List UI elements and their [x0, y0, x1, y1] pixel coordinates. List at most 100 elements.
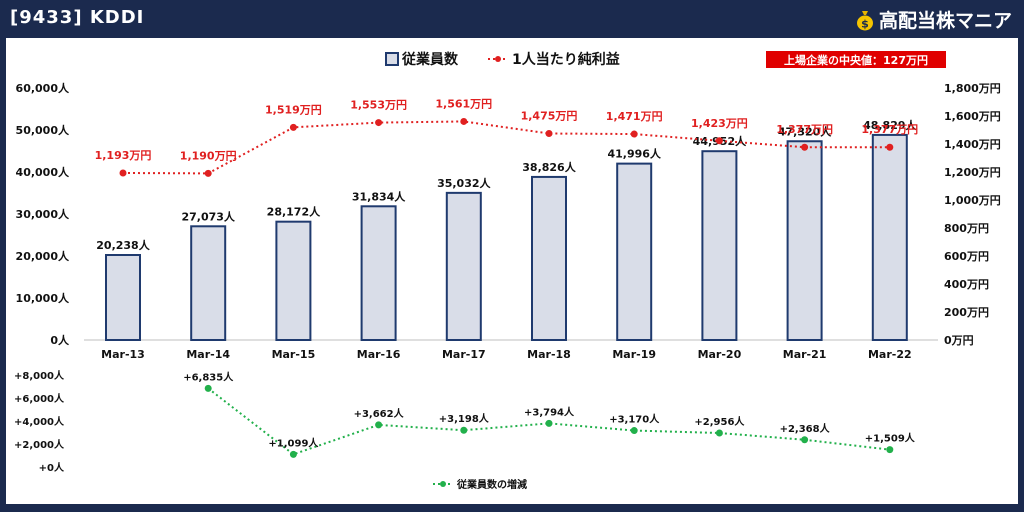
change-axis-ticks: +0人 +2,000人 +4,000人 +6,000人 +8,000人 [14, 369, 65, 474]
profit-label: 1,475万円 [521, 110, 578, 123]
employee-bar [190, 225, 227, 341]
right-tick-label: 0万円 [944, 334, 974, 347]
left-tick-label: 20,000人 [16, 249, 70, 263]
x-tick-label: Mar-22 [868, 348, 912, 361]
change-tick-label: +0人 [39, 461, 65, 474]
profit-label: 1,193万円 [95, 149, 152, 162]
change-point [545, 419, 553, 427]
profit-point [460, 117, 468, 125]
profit-point [375, 119, 383, 127]
profit-points [119, 117, 894, 177]
change-points [204, 384, 894, 458]
profit-labels: 1,193万円 1,190万円 1,519万円 1,553万円 1,561万円 1,475… [95, 97, 919, 162]
employee-bar-label: 41,996人 [607, 147, 661, 161]
profit-label: 1,471万円 [606, 110, 663, 123]
profit-point [801, 143, 809, 151]
x-tick-label: Mar-21 [783, 348, 827, 361]
profit-point [204, 169, 212, 177]
x-tick-label: Mar-19 [612, 348, 656, 361]
legend-change-marker [440, 481, 446, 487]
right-tick-label: 600万円 [944, 250, 989, 263]
right-tick-label: 400万円 [944, 278, 989, 291]
profit-point [630, 130, 638, 138]
left-tick-label: 10,000人 [16, 291, 70, 305]
right-tick-label: 1,600万円 [944, 110, 1001, 123]
left-tick-label: 0人 [50, 333, 70, 347]
employee-bar [360, 205, 397, 341]
x-tick-label: Mar-14 [186, 348, 230, 361]
employee-bars [105, 133, 908, 341]
chart-svg: 0人 10,000人 20,000人 30,000人 40,000人 50,000人 60,… [14, 51, 1001, 491]
right-tick-label: 1,800万円 [944, 82, 1001, 95]
x-tick-label: Mar-16 [357, 348, 401, 361]
profit-point [715, 137, 723, 145]
header-bar: [9433] KDDI $ 高配当株マニア [0, 0, 1024, 38]
change-labels: +6,835人 +1,099人 +3,662人 +3,198人 +3,794人 +3,17… [183, 370, 916, 449]
employee-bar [275, 220, 312, 341]
profit-point [289, 123, 297, 131]
x-tick-label: Mar-15 [272, 348, 316, 361]
employee-bar [701, 150, 738, 341]
top-legend: 従業員数 1人当たり純利益 [385, 51, 620, 68]
profit-point [545, 130, 553, 137]
change-point [886, 446, 894, 454]
legend-line-label: 1人当たり純利益 [512, 51, 620, 68]
x-tick-label: Mar-17 [442, 348, 486, 361]
profit-label: 1,561万円 [435, 97, 492, 110]
legend-bar-label: 従業員数 [401, 51, 459, 68]
employee-bar-label: 28,172人 [267, 205, 321, 219]
change-point [715, 429, 723, 437]
change-label: +2,368人 [780, 422, 831, 435]
profit-label: 1,553万円 [350, 99, 407, 112]
employee-bar-label: 20,238人 [96, 238, 150, 252]
change-point [375, 421, 383, 429]
money-bag-icon: $ [856, 10, 873, 30]
profit-label: 1,377万円 [861, 123, 918, 136]
change-label: +3,794人 [524, 405, 575, 418]
x-tick-label: Mar-18 [527, 348, 571, 361]
profit-label: 1,190万円 [180, 149, 237, 162]
profit-label: 1,423万円 [691, 117, 748, 130]
employee-bar-label: 35,032人 [437, 176, 491, 190]
change-label: +3,198人 [439, 412, 490, 425]
change-label: +1,099人 [268, 436, 319, 449]
legend-change-label: 従業員数の増減 [456, 478, 527, 491]
employee-bar-labels: 20,238人 27,073人 28,172人 31,834人 35,032人 38,82… [96, 118, 917, 252]
profit-label: 1,519万円 [265, 103, 322, 116]
change-tick-label: +6,000人 [14, 392, 65, 405]
legend-line-marker [495, 56, 501, 62]
change-line [207, 387, 890, 456]
employee-bar [105, 254, 141, 341]
right-tick-label: 200万円 [944, 306, 989, 319]
change-point [801, 436, 809, 444]
change-point [204, 384, 212, 392]
change-tick-label: +8,000人 [14, 369, 65, 382]
right-tick-label: 800万円 [944, 222, 989, 235]
employee-bar-label: 38,826人 [522, 160, 576, 174]
change-label: +2,956人 [694, 415, 745, 428]
right-tick-label: 1,400万円 [944, 138, 1001, 151]
bottom-legend: 従業員数の増減 [433, 478, 527, 491]
employee-bar-label: 31,834人 [352, 189, 406, 203]
employee-bar-label: 47,320人 [778, 124, 832, 138]
left-tick-label: 50,000人 [16, 123, 70, 137]
chart-panel: 0人 10,000人 20,000人 30,000人 40,000人 50,000人 60,… [6, 38, 1018, 504]
change-label: +3,662人 [354, 407, 405, 420]
change-label: +3,170人 [609, 413, 660, 426]
x-tick-label: Mar-20 [698, 348, 742, 361]
change-label: +6,835人 [183, 370, 234, 383]
profit-point [886, 143, 894, 151]
right-tick-label: 1,000万円 [944, 194, 1001, 207]
change-point [460, 426, 468, 434]
right-axis-ticks: 0万円 200万円 400万円 600万円 800万円 1,000万円 1,200万円 1,4… [944, 82, 1001, 347]
x-axis-labels: Mar-13 Mar-14 Mar-15 Mar-16 Mar-17 Mar-18 Mar-… [101, 348, 911, 361]
svg-text:$: $ [861, 17, 869, 30]
legend-bar-swatch [385, 52, 399, 66]
change-tick-label: +4,000人 [14, 415, 65, 428]
page-title: [9433] KDDI [10, 7, 145, 28]
employee-bar [531, 175, 567, 341]
left-tick-label: 40,000人 [16, 165, 70, 179]
median-badge: 上場企業の中央値：127万円 [784, 53, 928, 67]
median-badge-bg [766, 51, 946, 68]
brand-name: 高配当株マニア [878, 10, 1012, 32]
